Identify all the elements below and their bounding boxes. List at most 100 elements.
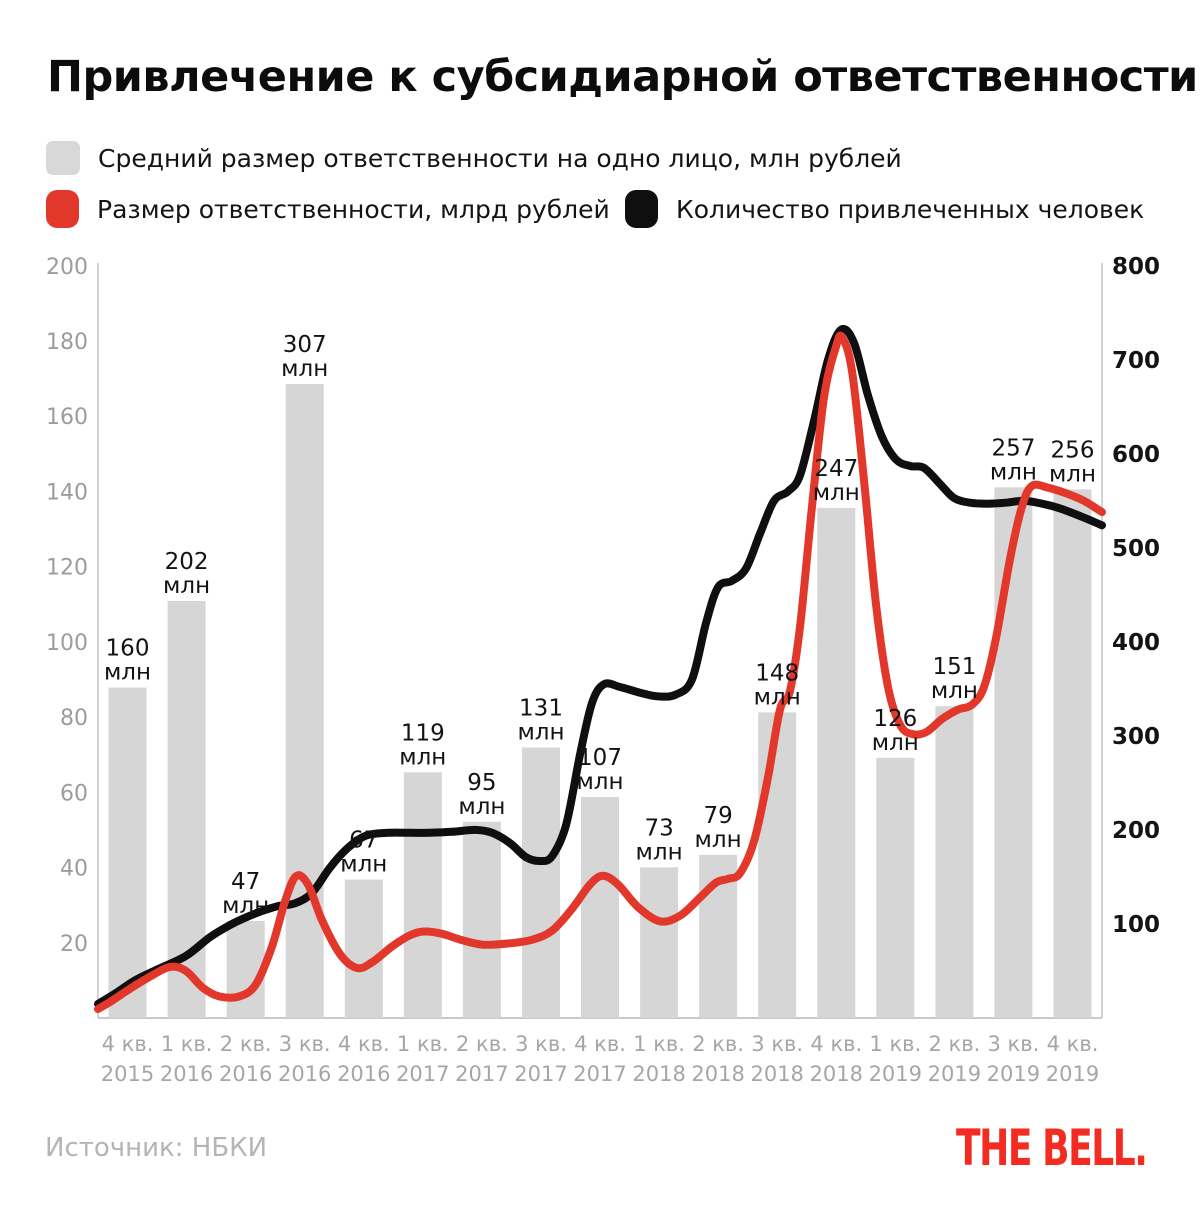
- bar-value-label: 47: [231, 869, 260, 895]
- bar-unit-label: млн: [872, 730, 919, 756]
- bar-unit-label: млн: [813, 480, 860, 506]
- legend-item-black-line: Количество привлеченных человек: [625, 190, 1144, 228]
- bar-value-label: 307: [283, 332, 327, 358]
- bar-unit-label: млн: [163, 573, 210, 599]
- bar: [108, 687, 147, 1018]
- x-axis-label-year: 2019: [1046, 1062, 1099, 1086]
- right-axis-tick: 300: [1112, 724, 1160, 750]
- footer: Источник: НБКИ THE BELL.: [45, 1119, 1148, 1177]
- bar: [758, 712, 797, 1018]
- x-axis-label-year: 2015: [101, 1062, 154, 1086]
- bar-value-label: 67: [349, 828, 378, 854]
- legend-swatch-bars: [46, 141, 80, 175]
- x-axis-label-quarter: 3 кв.: [751, 1032, 803, 1056]
- bar-value-label: 256: [1051, 437, 1095, 463]
- bar-unit-label: млн: [399, 744, 446, 770]
- left-axis-tick: 120: [46, 556, 88, 581]
- bar-value-label: 160: [106, 636, 150, 662]
- x-axis-label-year: 2017: [455, 1062, 508, 1086]
- left-axis-tick: 20: [60, 932, 88, 957]
- bar-unit-label: млн: [754, 684, 801, 710]
- bar: [462, 821, 501, 1018]
- the-bell-logo: THE BELL.: [955, 1119, 1148, 1177]
- x-axis-label-quarter: 2 кв.: [456, 1032, 508, 1056]
- legend-label-red-line: Размер ответственности, млрд рублей: [97, 194, 610, 224]
- left-axis-tick: 60: [60, 781, 88, 806]
- bar-value-label: 151: [932, 654, 976, 680]
- x-axis-label-year: 2018: [810, 1062, 863, 1086]
- x-axis-label-year: 2019: [928, 1062, 981, 1086]
- x-axis-label-year: 2016: [337, 1062, 390, 1086]
- x-axis-label-quarter: 1 кв.: [397, 1032, 449, 1056]
- bar: [522, 747, 560, 1018]
- x-axis-label-year: 2019: [987, 1062, 1040, 1086]
- legend-row-bars: Средний размер ответственности на одно л…: [46, 141, 902, 175]
- bar-unit-label: млн: [340, 852, 387, 878]
- bar-unit-label: млн: [1049, 461, 1096, 487]
- source-label: Источник: НБКИ: [45, 1133, 268, 1163]
- bar-unit-label: млн: [458, 794, 505, 820]
- right-axis-tick: 500: [1112, 536, 1160, 562]
- bar: [344, 879, 383, 1018]
- left-axis-tick: 100: [46, 631, 88, 656]
- bar-value-label: 79: [703, 803, 732, 829]
- x-axis-label-quarter: 4 кв.: [810, 1032, 862, 1056]
- bar-value-label: 202: [165, 549, 209, 575]
- bar-value-label: 247: [814, 456, 858, 482]
- bar-unit-label: млн: [636, 839, 683, 865]
- x-axis-label-quarter: 2 кв.: [692, 1032, 744, 1056]
- left-axis-tick: 160: [46, 405, 88, 430]
- right-axis-tick: 800: [1112, 254, 1160, 280]
- bar-value-label: 119: [401, 720, 445, 746]
- bar-value-label: 148: [755, 660, 799, 686]
- legend-label-bars: Средний размер ответственности на одно л…: [98, 143, 902, 173]
- x-axis-label-quarter: 3 кв.: [279, 1032, 331, 1056]
- bar-value-label: 126: [873, 706, 917, 732]
- x-axis-label-quarter: 4 кв.: [338, 1032, 390, 1056]
- x-axis-label-quarter: 4 кв.: [102, 1032, 154, 1056]
- black-line: [94, 325, 1106, 1008]
- left-axis-tick: 40: [60, 857, 88, 882]
- x-axis-label-year: 2018: [632, 1062, 685, 1086]
- bar: [285, 384, 324, 1018]
- right-axis-tick: 400: [1112, 630, 1160, 656]
- left-axis-tick: 140: [46, 481, 88, 506]
- bar: [876, 757, 915, 1018]
- x-axis-label-year: 2019: [869, 1062, 922, 1086]
- bar-unit-label: млн: [104, 660, 151, 686]
- legend-swatch-red-line: [46, 190, 79, 228]
- bar: [403, 772, 442, 1018]
- bar-unit-label: млн: [990, 459, 1037, 485]
- bar-value-label: 131: [519, 696, 563, 722]
- bar-unit-label: млн: [695, 827, 742, 853]
- x-axis-label-year: 2018: [750, 1062, 803, 1086]
- left-axis-tick: 200: [46, 255, 88, 280]
- page-title: Привлечение к субсидиарной ответственнос…: [47, 52, 1198, 102]
- bar: [640, 867, 679, 1018]
- legend-label-black-line: Количество привлеченных человек: [676, 194, 1145, 224]
- legend-swatch-black-line: [625, 190, 658, 228]
- x-axis-label-year: 2018: [691, 1062, 744, 1086]
- x-axis-label-quarter: 2 кв.: [220, 1032, 272, 1056]
- x-axis-label-year: 2017: [573, 1062, 626, 1086]
- bar-unit-label: млн: [281, 356, 328, 382]
- bar-unit-label: млн: [576, 769, 623, 795]
- bar-value-label: 73: [644, 815, 673, 841]
- x-axis-label-year: 2016: [160, 1062, 213, 1086]
- x-axis-label-quarter: 2 кв.: [929, 1032, 981, 1056]
- bar: [935, 706, 974, 1018]
- right-axis-tick: 700: [1112, 348, 1160, 374]
- bar: [226, 920, 265, 1018]
- x-axis-label-year: 2016: [278, 1062, 331, 1086]
- x-axis-label-quarter: 3 кв.: [515, 1032, 567, 1056]
- bar-unit-label: млн: [222, 893, 269, 919]
- bar-unit-label: млн: [517, 720, 564, 746]
- right-axis-tick: 600: [1112, 442, 1160, 468]
- bar-value-label: 95: [467, 770, 496, 796]
- bar-value-label: 257: [991, 435, 1035, 461]
- x-axis-label-quarter: 1 кв.: [869, 1032, 921, 1056]
- bar: [1053, 489, 1092, 1018]
- x-axis-label-quarter: 4 кв.: [1047, 1032, 1099, 1056]
- bar: [581, 797, 619, 1018]
